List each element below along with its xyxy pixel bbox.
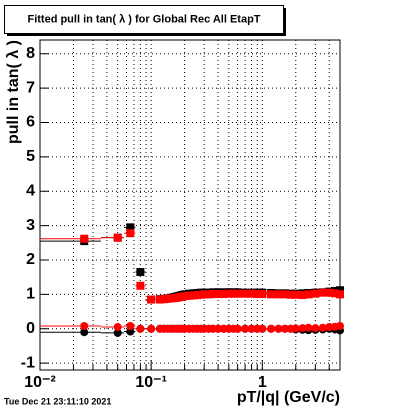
marker <box>147 295 156 304</box>
marker <box>336 286 344 295</box>
y-tick-label: 2 <box>26 251 35 268</box>
marker <box>336 290 344 299</box>
marker <box>126 223 135 232</box>
x-axis-label: pT/|q| (GeV/c) <box>237 389 340 406</box>
y-tick-label: 0 <box>26 320 35 337</box>
marker <box>241 289 250 298</box>
marker <box>253 290 262 299</box>
marker <box>80 322 89 330</box>
marker <box>214 324 223 333</box>
marker <box>185 291 194 300</box>
marker <box>280 324 289 333</box>
y-axis-label: pull in tan( λ ) <box>5 40 22 144</box>
y-tick-label: 3 <box>26 217 35 234</box>
marker <box>241 324 250 333</box>
y-tick-label: 6 <box>26 114 35 131</box>
marker <box>318 323 327 332</box>
marker <box>136 281 145 290</box>
marker <box>298 291 307 300</box>
y-tick-label: 4 <box>26 182 35 199</box>
marker <box>304 290 313 299</box>
marker <box>233 289 242 298</box>
marker <box>113 233 122 242</box>
marker <box>214 290 223 299</box>
marker <box>126 229 135 238</box>
y-tick-label: 5 <box>26 148 35 165</box>
marker <box>113 323 122 332</box>
marker <box>311 289 320 298</box>
marker <box>113 328 122 337</box>
marker <box>136 324 145 333</box>
marker <box>80 234 89 243</box>
marker <box>80 328 89 337</box>
marker <box>208 290 217 299</box>
marker <box>224 289 233 298</box>
marker <box>136 268 145 277</box>
marker <box>229 289 238 298</box>
x-tick-label: 1 <box>258 374 267 391</box>
marker <box>204 290 213 299</box>
marker <box>286 290 295 299</box>
marker <box>147 324 156 333</box>
marker <box>291 324 300 333</box>
marker <box>291 290 300 299</box>
marker <box>267 290 276 299</box>
marker <box>258 324 267 333</box>
marker <box>258 290 267 299</box>
x-tick-label: 10⁻¹ <box>135 374 167 391</box>
marker <box>126 327 135 336</box>
marker <box>267 324 276 333</box>
plot-frame <box>39 39 341 371</box>
marker <box>280 290 289 299</box>
y-tick-label: 7 <box>26 79 35 96</box>
title-box <box>4 5 284 34</box>
y-tick-label: 8 <box>26 45 35 62</box>
marker <box>233 324 242 333</box>
marker <box>298 324 307 333</box>
y-tick-label: -1 <box>21 354 35 371</box>
marker <box>325 323 334 332</box>
marker <box>219 290 228 299</box>
y-tick-label: 1 <box>26 286 35 303</box>
marker <box>126 322 135 330</box>
marker <box>318 288 327 297</box>
marker <box>325 288 334 297</box>
marker <box>200 290 209 299</box>
marker <box>180 292 189 301</box>
marker <box>274 324 283 333</box>
marker <box>330 289 339 298</box>
marker <box>336 322 344 330</box>
marker <box>274 290 283 299</box>
chart-title: Fitted pull in tan( λ ) for Global Rec A… <box>27 13 260 25</box>
marker <box>311 324 320 333</box>
timestamp: Tue Dec 21 23:11:10 2021 <box>4 396 111 406</box>
x-tick-label: 10⁻² <box>24 374 56 391</box>
marker <box>247 324 256 333</box>
marker <box>304 323 313 332</box>
marker <box>247 289 256 298</box>
